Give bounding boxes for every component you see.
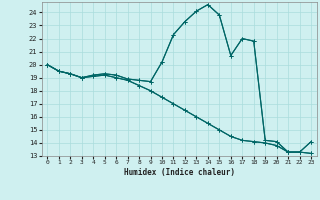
X-axis label: Humidex (Indice chaleur): Humidex (Indice chaleur) [124,168,235,177]
